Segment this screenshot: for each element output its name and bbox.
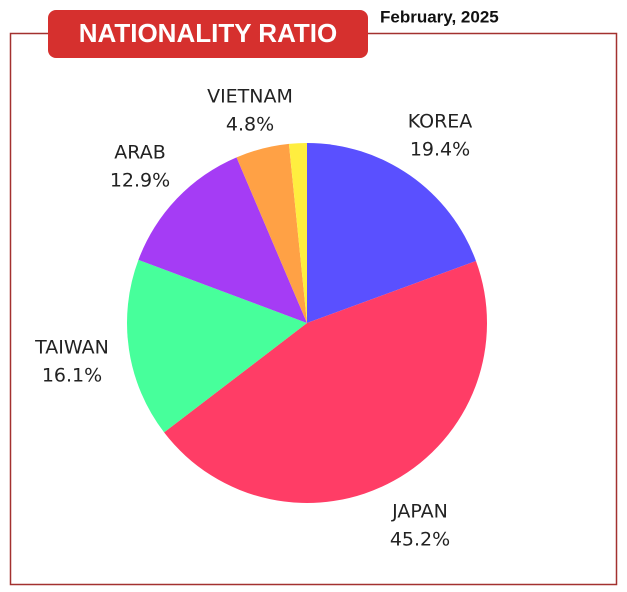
- value-label: 12.9%: [110, 170, 170, 192]
- value-label: 45.2%: [390, 529, 450, 551]
- value-label: 4.8%: [226, 114, 274, 136]
- chart-subtitle: February, 2025: [380, 7, 499, 26]
- pie-slice: [307, 143, 476, 323]
- pie-slice: [164, 260, 488, 504]
- value-label: 19.4%: [410, 139, 470, 161]
- slice-label: VIETNAM: [207, 86, 293, 108]
- slice-label: TAIWAN: [34, 337, 109, 359]
- chart-title: NATIONALITY RATIO: [79, 18, 338, 48]
- slice-label: KOREA: [408, 111, 473, 133]
- value-label: 16.1%: [42, 365, 102, 387]
- pie-slice: [236, 143, 307, 323]
- pie-slice: [288, 143, 307, 323]
- pie-slice: [126, 259, 307, 433]
- slice-label: ARAB: [114, 142, 165, 164]
- title-badge: [48, 10, 368, 58]
- slice-label: JAPAN: [391, 501, 448, 523]
- pie-slice: [138, 157, 307, 323]
